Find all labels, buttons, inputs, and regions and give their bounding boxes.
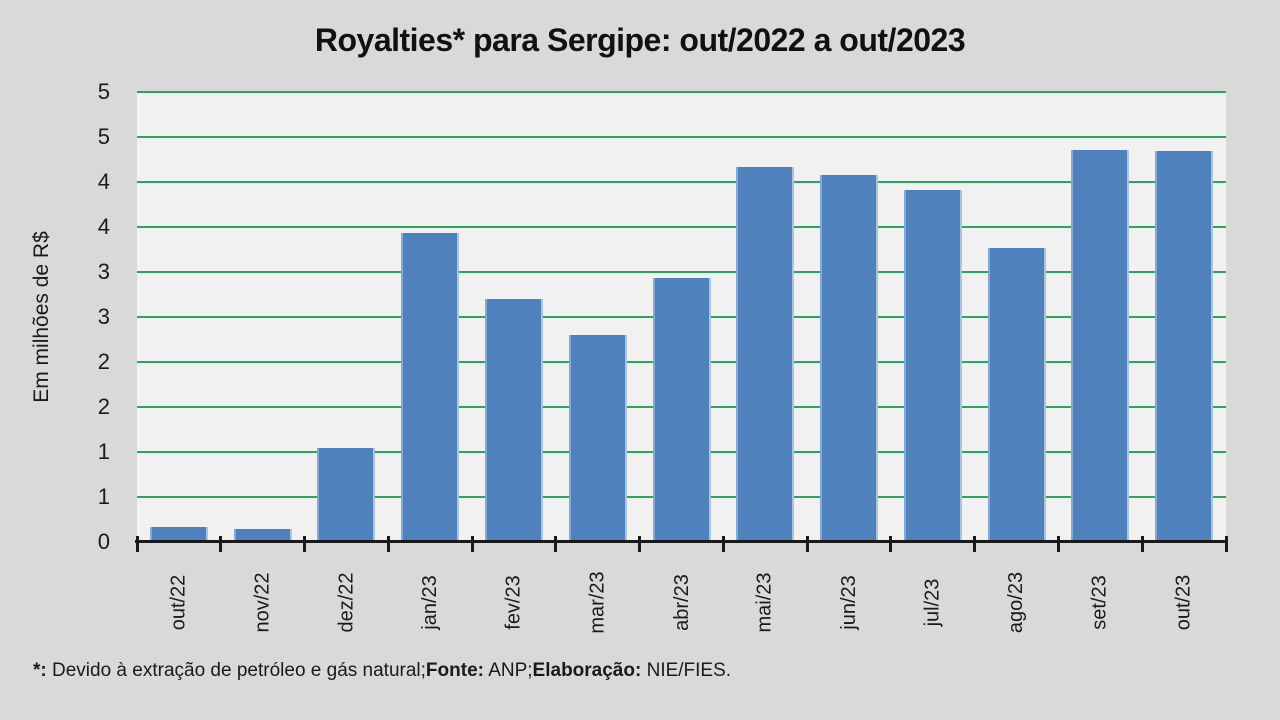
y-tick-label: 4 (97, 214, 110, 239)
x-axis-tick (219, 536, 222, 552)
footnote-source: ANP; (483, 660, 533, 681)
x-axis-line (135, 540, 1228, 543)
gridline (137, 91, 1226, 93)
footnote-asterisk: *: (33, 660, 47, 681)
x-axis-tick (303, 536, 306, 552)
x-tick-label-box: jun/23 (807, 550, 891, 654)
y-tick-label: 2 (97, 349, 110, 374)
x-tick-label: mar/23 (586, 570, 609, 634)
x-tick-label-box: dez/22 (305, 550, 389, 654)
x-axis-tick (1141, 536, 1144, 552)
gridline (137, 226, 1226, 228)
bar-nov/22 (234, 529, 292, 543)
footnote-elaboration-label: Elaboração: (532, 660, 642, 681)
bar-set/23 (1071, 150, 1129, 542)
bar-jan/23 (401, 233, 459, 542)
x-axis-tick (1225, 536, 1228, 552)
y-axis-title-text: Em milhões de R$ (30, 231, 54, 403)
y-tick-label: 0 (97, 529, 110, 554)
bar-abr/23 (653, 278, 711, 542)
x-tick-label: fev/23 (502, 574, 525, 630)
x-tick-label: out/23 (1172, 574, 1195, 630)
x-axis-tick (889, 536, 892, 552)
y-tick-label: 3 (97, 259, 110, 284)
x-tick-label: jan/23 (418, 574, 441, 630)
x-tick-label-box: set/23 (1058, 550, 1142, 654)
y-tick-label: 4 (97, 169, 110, 194)
x-tick-label: nov/22 (251, 571, 274, 633)
x-tick-label: dez/22 (335, 571, 358, 633)
x-tick-label-box: abr/23 (640, 550, 724, 654)
x-tick-label-box: jul/23 (891, 550, 975, 654)
x-tick-label: abr/23 (670, 573, 693, 631)
plot-area (137, 91, 1226, 543)
x-axis-tick (554, 536, 557, 552)
chart-title: Royalties* para Sergipe: out/2022 a out/… (314, 22, 966, 58)
x-axis-tick (722, 536, 725, 552)
bar-mai/23 (736, 167, 794, 542)
x-axis-tick (1057, 536, 1060, 552)
x-axis-tick (136, 536, 139, 552)
bar-mar/23 (569, 335, 627, 542)
x-axis-tick (387, 536, 390, 552)
bar-dez/22 (317, 448, 375, 542)
x-axis-tick (973, 536, 976, 552)
y-tick-label: 5 (97, 79, 110, 104)
gridline (137, 181, 1226, 183)
x-tick-label-box: fev/23 (472, 550, 556, 654)
x-tick-label: jul/23 (921, 578, 944, 626)
y-tick-label: 5 (97, 124, 110, 149)
bar-jun/23 (820, 175, 878, 542)
footnote: *: Devido à extração de petróleo e gás n… (33, 660, 1253, 682)
x-tick-label: out/22 (167, 574, 190, 630)
y-tick-label: 2 (97, 394, 110, 419)
bar-ago/23 (988, 248, 1046, 542)
y-tick-label: 1 (97, 439, 110, 464)
x-axis-tick (806, 536, 809, 552)
x-axis-tick (471, 536, 474, 552)
x-tick-label: jun/23 (837, 574, 860, 630)
footnote-source-label: Fonte: (425, 660, 484, 681)
bar-fev/23 (485, 299, 543, 542)
x-tick-label: mai/23 (753, 571, 776, 633)
x-tick-label-box: jan/23 (388, 550, 472, 654)
x-tick-label-box: ago/23 (975, 550, 1059, 654)
y-tick-label: 3 (97, 304, 110, 329)
gridline (137, 136, 1226, 138)
footnote-note: Devido à extração de petróleo e gás natu… (46, 660, 426, 681)
bar-jul/23 (904, 190, 962, 542)
gridline (137, 271, 1226, 273)
x-tick-label-box: out/23 (1142, 550, 1226, 654)
y-tick-label: 1 (97, 484, 110, 509)
footnote-elaboration: NIE/FIES. (641, 660, 732, 681)
x-axis-tick (638, 536, 641, 552)
bar-out/23 (1155, 151, 1213, 542)
x-tick-label: ago/23 (1005, 571, 1028, 633)
x-tick-label-box: out/22 (137, 550, 221, 654)
x-tick-label: set/23 (1088, 574, 1111, 630)
bar-out/22 (150, 527, 208, 542)
x-tick-label-box: mai/23 (723, 550, 807, 654)
x-tick-label-box: nov/22 (221, 550, 305, 654)
x-tick-label-box: mar/23 (556, 550, 640, 654)
